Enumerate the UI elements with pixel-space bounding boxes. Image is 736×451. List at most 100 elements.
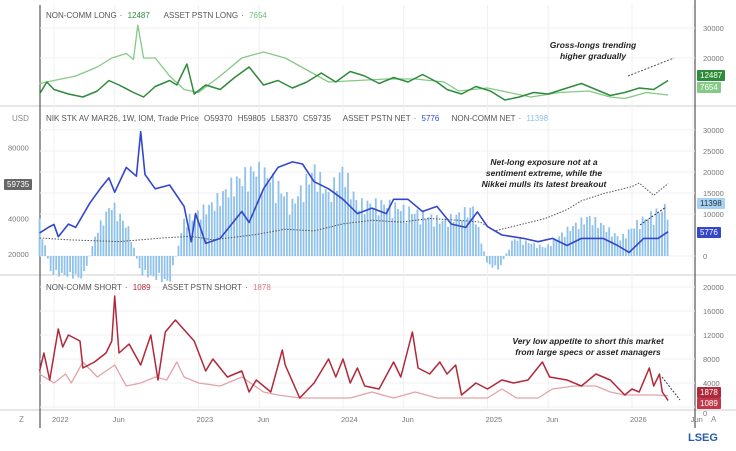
noncomm-net-bar	[369, 203, 372, 256]
noncomm-net-bar	[319, 171, 322, 256]
noncomm-net-bar	[591, 225, 594, 256]
noncomm-net-bar	[366, 200, 369, 256]
right-axis-tick: 20000	[703, 54, 724, 63]
noncomm-net-bar	[438, 223, 441, 256]
noncomm-net-bar	[519, 238, 522, 256]
arrow-longs	[627, 57, 675, 77]
noncomm-net-bar	[397, 209, 399, 256]
noncomm-net-bar	[461, 220, 463, 256]
noncomm-net-bar	[416, 209, 419, 256]
noncomm-net-bar	[277, 180, 280, 256]
legend-asset-short: ASSET PSTN SHORT	[162, 283, 243, 292]
badge-asset-short: 1878	[697, 387, 721, 398]
noncomm-net-bar	[44, 245, 47, 256]
x-tick-label: Jun	[402, 415, 414, 424]
x-tick-label: 2024	[341, 415, 358, 424]
noncomm-net-bar	[288, 214, 291, 256]
noncomm-net-bar	[122, 220, 124, 256]
noncomm-net-bar	[627, 229, 630, 256]
arrow-net	[639, 206, 667, 226]
noncomm-net-bar	[599, 222, 602, 256]
zoom-reset-button[interactable]: Z	[19, 415, 24, 424]
noncomm-net-bar	[541, 247, 544, 256]
noncomm-net-bar	[238, 178, 241, 256]
noncomm-net-bar	[544, 247, 547, 256]
ohlc-close: C59735	[302, 114, 331, 123]
noncomm-net-bar	[505, 253, 508, 256]
noncomm-net-bar	[474, 224, 477, 256]
x-tick-label: 2023	[197, 415, 214, 424]
noncomm-net-bar	[291, 198, 294, 256]
noncomm-net-bar	[441, 220, 444, 256]
noncomm-net-bar	[455, 214, 458, 256]
noncomm-net-bar	[83, 256, 85, 272]
noncomm-net-bar	[94, 236, 97, 256]
noncomm-net-bar	[594, 216, 597, 256]
x-tick-label: Jun	[546, 415, 558, 424]
noncomm-net-bar	[52, 256, 55, 276]
noncomm-net-bar	[310, 172, 313, 256]
x-tick-label: 2025	[486, 415, 503, 424]
x-tick-label: Jun	[691, 415, 703, 424]
noncomm-net-bar	[258, 161, 260, 256]
noncomm-net-bar	[294, 203, 297, 256]
noncomm-net-bar	[347, 172, 349, 256]
ohlc-low: L58370	[271, 114, 298, 123]
noncomm-net-bar	[97, 232, 99, 256]
noncomm-net-bar	[69, 256, 72, 273]
right-axis-tick: 15000	[703, 189, 724, 198]
noncomm-net-bar	[494, 256, 497, 266]
noncomm-net-bar	[422, 210, 424, 256]
noncomm-net-bar	[394, 202, 397, 256]
noncomm-net-bar	[658, 213, 661, 256]
noncomm-net-bar	[524, 240, 527, 256]
right-axis-tick: 0	[703, 252, 707, 261]
noncomm-net-bar	[630, 228, 633, 256]
x-tick-label: Jun	[257, 415, 269, 424]
noncomm-net-bar	[77, 256, 80, 278]
noncomm-net-bar	[322, 193, 324, 256]
noncomm-net-bar	[622, 234, 625, 256]
noncomm-net-bar	[463, 207, 466, 256]
noncomm-net-bar	[60, 256, 63, 273]
noncomm-net-bar	[433, 226, 436, 256]
legend-noncomm-short-value: 1089	[132, 283, 151, 292]
noncomm-net-bar	[85, 256, 88, 266]
right-axis-tick: 10000	[703, 210, 724, 219]
legend-asset-net: ASSET PSTN NET	[342, 114, 411, 123]
auto-scale-button[interactable]: A	[711, 415, 717, 424]
noncomm-net-bar	[91, 246, 94, 256]
noncomm-net-bar	[558, 236, 561, 256]
noncomm-net-bar	[113, 202, 116, 256]
noncomm-net-bar	[80, 256, 83, 279]
noncomm-net-bar	[130, 242, 133, 256]
legend-noncomm-long-value: 12487	[127, 11, 150, 20]
noncomm-net-bar	[127, 226, 130, 256]
right-axis-tick: 16000	[703, 307, 724, 316]
noncomm-net-bar	[352, 191, 355, 256]
noncomm-net-bar	[338, 172, 341, 256]
noncomm-net-bar	[255, 176, 258, 256]
noncomm-net-bar	[527, 242, 530, 256]
noncomm-net-bar	[119, 213, 122, 256]
noncomm-net-bar	[641, 216, 644, 256]
noncomm-net-bar	[99, 220, 102, 256]
noncomm-net-bar	[652, 224, 655, 256]
noncomm-net-bar	[566, 226, 569, 256]
badge-noncomm-net: 11398	[697, 198, 725, 209]
noncomm-net-bar	[427, 217, 430, 256]
noncomm-net-bar	[222, 191, 224, 256]
noncomm-net-bar	[552, 239, 555, 256]
x-tick-label: 2022	[52, 415, 69, 424]
noncomm-net-bar	[411, 214, 413, 256]
noncomm-net-bar	[313, 164, 316, 256]
noncomm-net-bar	[49, 256, 52, 272]
noncomm-net-bar	[533, 242, 536, 256]
noncomm-net-bar	[547, 244, 549, 256]
noncomm-net-bar	[602, 225, 605, 256]
noncomm-net-bar	[536, 247, 538, 256]
noncomm-net-bar	[497, 256, 499, 270]
noncomm-net-bar	[58, 256, 60, 277]
noncomm-net-bar	[163, 256, 166, 279]
